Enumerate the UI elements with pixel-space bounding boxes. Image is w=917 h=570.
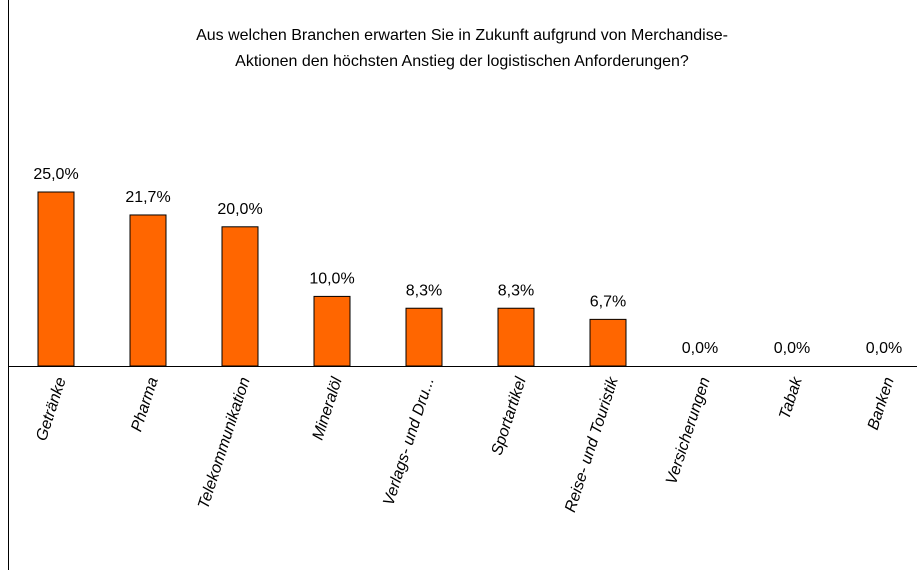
data-label: 0,0%	[774, 340, 810, 357]
x-tick-label: Reise- und Touristik	[562, 374, 622, 514]
data-label: 6,7%	[590, 294, 626, 311]
bar	[405, 307, 443, 367]
data-label: 0,0%	[866, 340, 902, 357]
data-label: 8,3%	[498, 282, 534, 299]
x-tick-label: Getränke	[33, 375, 70, 443]
data-label: 25,0%	[33, 166, 78, 183]
data-label: 8,3%	[406, 282, 442, 299]
chart-title-line: Aus welchen Branchen erwarten Sie in Zuk…	[196, 27, 728, 44]
data-label: 10,0%	[309, 271, 354, 288]
x-tick-label: Verlags- und Dru...	[380, 375, 437, 507]
x-tick-label: Pharma	[128, 375, 162, 434]
data-label: 20,0%	[217, 201, 262, 218]
bar	[37, 191, 75, 367]
chart-title-line: Aktionen den höchsten Anstieg der logist…	[235, 53, 689, 70]
x-tick-label: Telekommunikation	[195, 375, 254, 511]
x-tick-label: Sportartikel	[489, 375, 530, 458]
x-tick-label: Versicherungen	[663, 375, 714, 486]
x-tick-label: Banken	[865, 375, 898, 432]
bar	[497, 307, 535, 367]
x-tick-label: Mineralöl	[310, 375, 346, 442]
bar	[313, 295, 351, 367]
x-tick-label: Tabak	[776, 374, 806, 421]
data-label: 0,0%	[682, 340, 718, 357]
data-label: 21,7%	[125, 189, 170, 206]
bar	[221, 226, 259, 367]
bar	[589, 318, 627, 367]
bar	[129, 214, 167, 367]
